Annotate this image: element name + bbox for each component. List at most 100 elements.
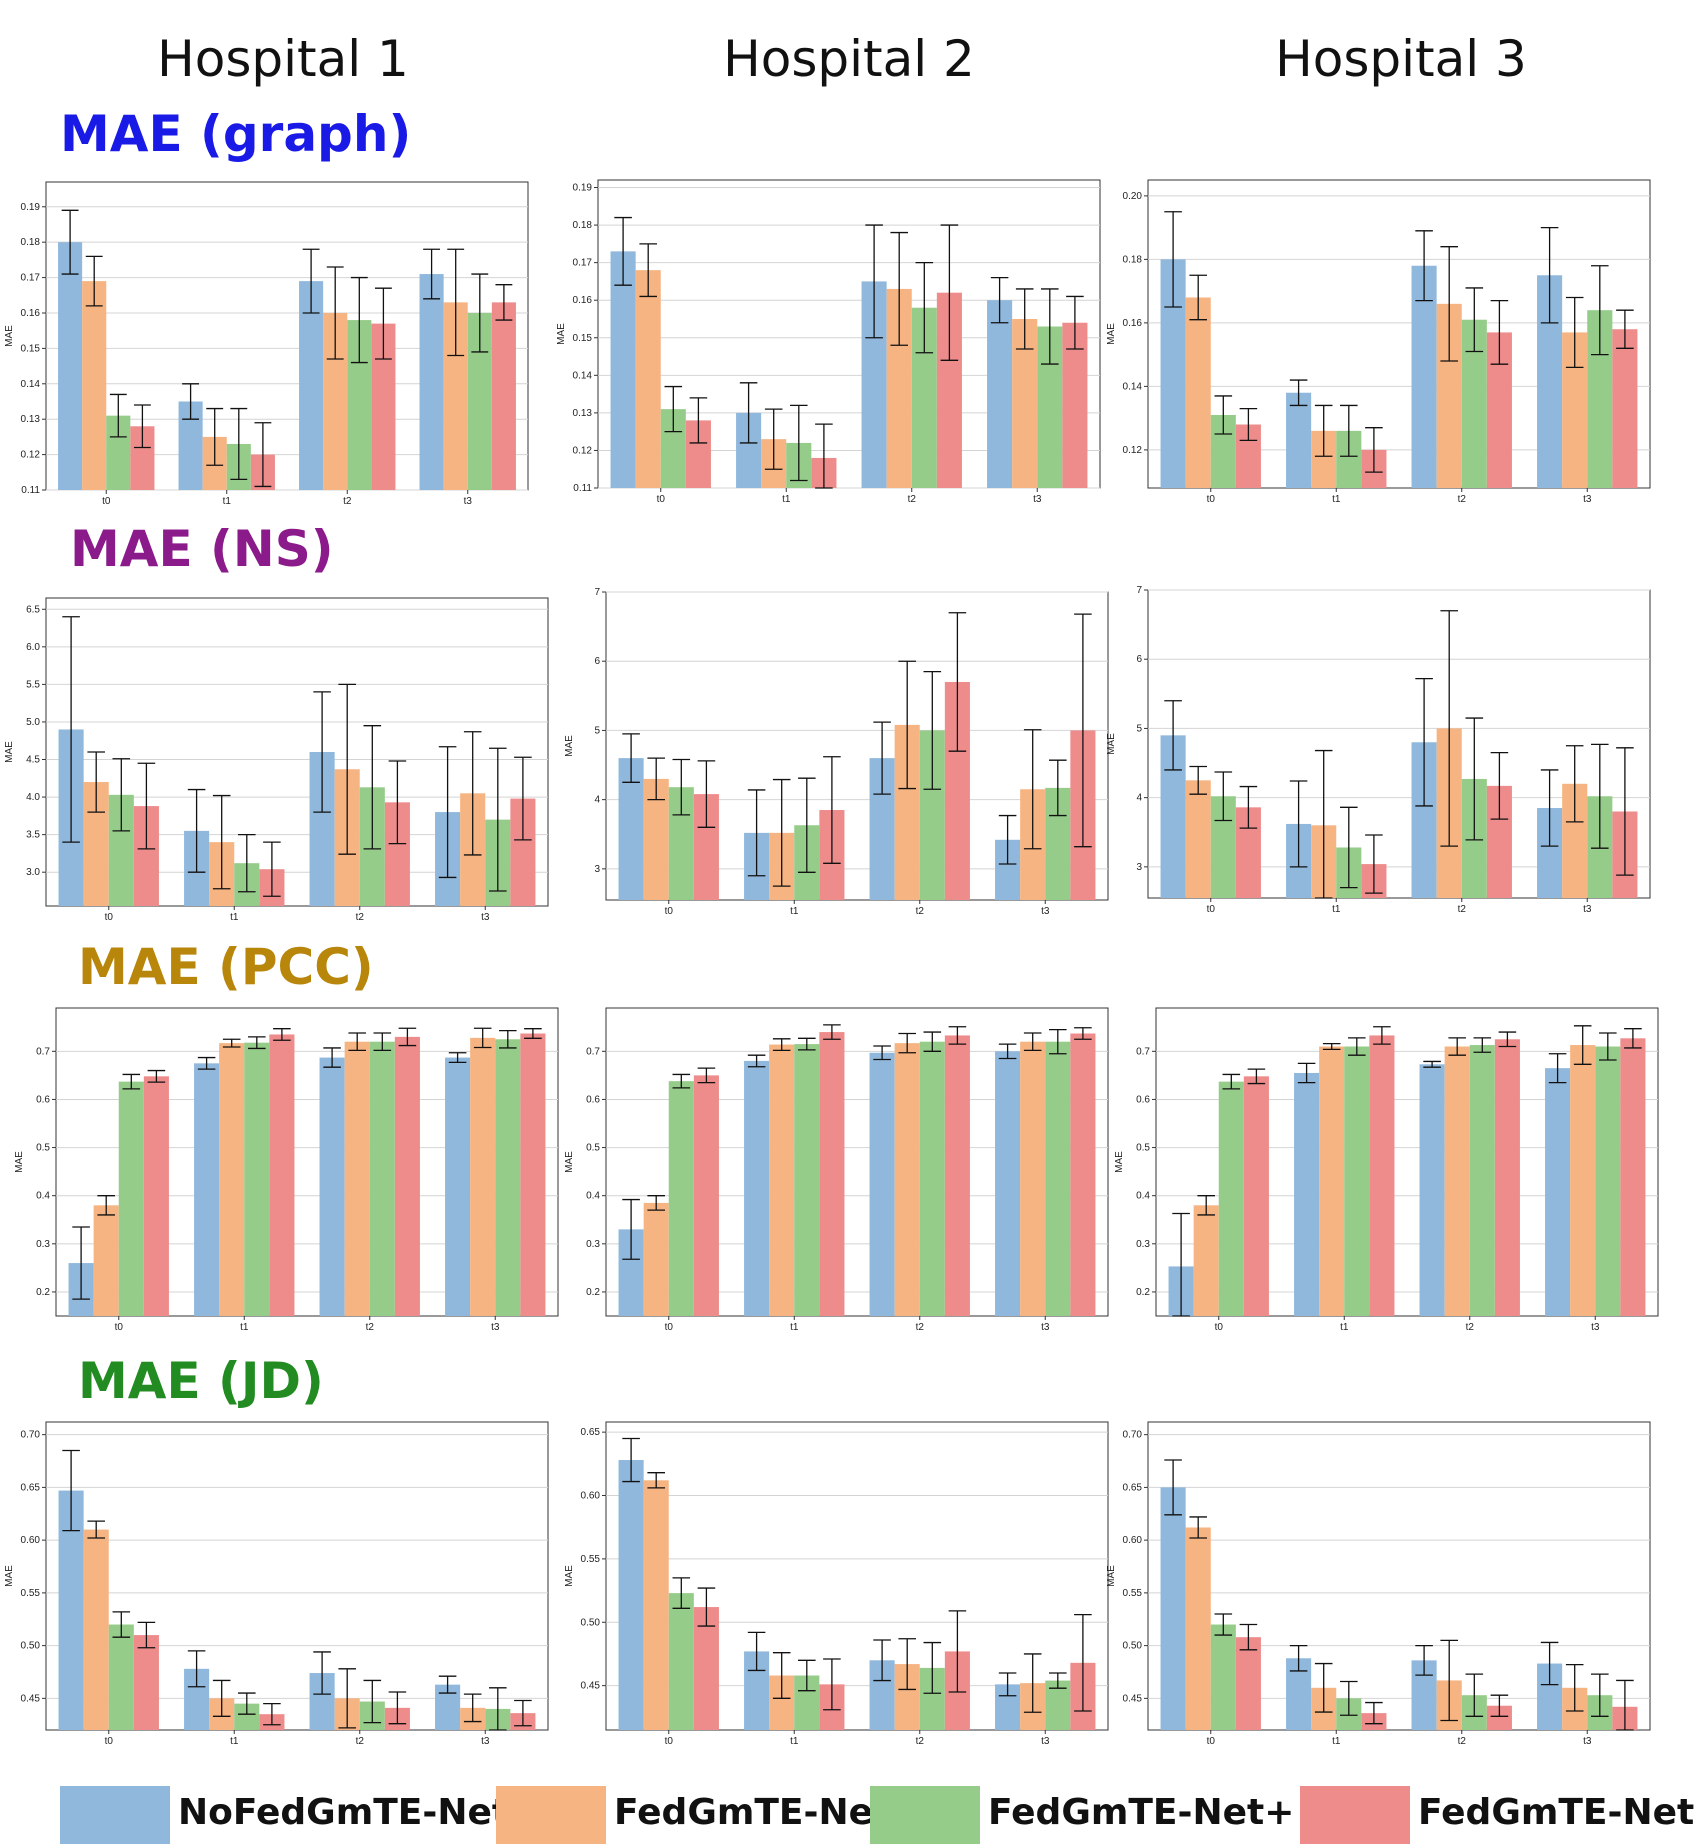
chart-graph-hospital-1: 0.11 0.12 0.13 0.14 0.15 0.16 0.17 0.18 0.19 MAE t… bbox=[4, 181, 529, 507]
bar bbox=[618, 1460, 644, 1730]
bar bbox=[1620, 1038, 1646, 1316]
y-tick-label: 0.19 bbox=[21, 202, 41, 213]
hospital-3-title: Hospital 3 bbox=[1275, 30, 1527, 88]
y-tick-label: 0.7 bbox=[586, 1046, 600, 1057]
y-tick-label: 0.55 bbox=[581, 1554, 601, 1565]
x-tick-label: t2 bbox=[916, 906, 925, 917]
y-tick-label: 0.2 bbox=[36, 1287, 50, 1298]
x-tick-label: t2 bbox=[343, 496, 352, 507]
y-tick-label: 0.16 bbox=[1123, 318, 1143, 329]
y-tick-label: 0.4 bbox=[1136, 1191, 1150, 1202]
bar bbox=[610, 251, 636, 488]
bar bbox=[344, 1041, 370, 1316]
legend-swatch-nofedgmte bbox=[60, 1786, 170, 1844]
bar bbox=[894, 1043, 920, 1316]
bar bbox=[369, 1041, 395, 1316]
bar bbox=[1612, 329, 1638, 488]
bar bbox=[1444, 1046, 1470, 1316]
hospital-1-title: Hospital 1 bbox=[157, 30, 409, 88]
x-tick-label: t1 bbox=[223, 496, 232, 507]
legend-swatch-fedgmte bbox=[496, 1786, 606, 1844]
x-tick-label: t1 bbox=[790, 1736, 799, 1747]
bar bbox=[394, 1036, 420, 1316]
legend-label-fedgmte-plus: FedGmTE-Net+ bbox=[988, 1792, 1295, 1833]
bar bbox=[794, 1044, 820, 1316]
bar bbox=[520, 1033, 546, 1316]
bar bbox=[58, 242, 83, 490]
x-tick-label: t0 bbox=[1215, 1322, 1224, 1333]
y-tick-label: 6 bbox=[1136, 654, 1142, 665]
x-tick-label: t1 bbox=[1332, 1736, 1341, 1747]
bar bbox=[1160, 1487, 1186, 1730]
bar bbox=[118, 1081, 144, 1316]
chart-jd-hospital-1: 0.45 0.50 0.55 0.60 0.65 0.70 MAE t0 t1 t2 t3 bbox=[4, 1421, 549, 1747]
y-tick-label: 0.6 bbox=[36, 1094, 50, 1105]
y-axis-label: MAE bbox=[4, 741, 15, 763]
bar bbox=[194, 1063, 220, 1316]
x-tick-label: t0 bbox=[1207, 494, 1216, 505]
y-tick-label: 0.5 bbox=[36, 1143, 50, 1154]
bar bbox=[668, 1593, 694, 1730]
chart-ns-hospital-2: 3 4 5 6 7 MAE t0 t1 t2 t3 bbox=[564, 587, 1109, 917]
bar bbox=[995, 1051, 1021, 1316]
x-tick-label: t2 bbox=[356, 912, 365, 923]
y-tick-label: 0.18 bbox=[1123, 254, 1143, 265]
bar bbox=[219, 1043, 245, 1316]
y-tick-label: 0.65 bbox=[1123, 1482, 1143, 1493]
bar bbox=[987, 300, 1013, 488]
y-axis-label: MAE bbox=[4, 325, 15, 347]
bar bbox=[643, 1480, 669, 1730]
y-tick-label: 0.70 bbox=[1123, 1430, 1143, 1441]
y-tick-label: 0.16 bbox=[573, 295, 593, 306]
chart-jd-hospital-2: 0.45 0.50 0.55 0.60 0.65 MAE t0 t1 t2 t3 bbox=[564, 1421, 1109, 1747]
y-tick-label: 0.3 bbox=[1136, 1239, 1150, 1250]
y-axis-label: MAE bbox=[564, 1151, 575, 1173]
y-tick-label: 0.45 bbox=[1123, 1693, 1143, 1704]
y-tick-label: 5 bbox=[1136, 723, 1142, 734]
y-tick-label: 0.45 bbox=[581, 1681, 601, 1692]
bar bbox=[108, 1624, 134, 1730]
x-tick-label: t3 bbox=[491, 1322, 500, 1333]
x-tick-label: t1 bbox=[1332, 494, 1341, 505]
bar bbox=[693, 1607, 719, 1730]
y-tick-label: 0.11 bbox=[21, 485, 40, 496]
x-tick-label: t0 bbox=[665, 906, 674, 917]
bar bbox=[299, 281, 324, 490]
x-tick-label: t2 bbox=[1458, 1736, 1467, 1747]
y-tick-label: 4.0 bbox=[26, 792, 40, 803]
y-tick-label: 0.5 bbox=[1136, 1143, 1150, 1154]
bar bbox=[1070, 1033, 1096, 1316]
bar bbox=[82, 281, 107, 490]
x-tick-label: t3 bbox=[481, 1736, 490, 1747]
x-tick-label: t2 bbox=[1466, 1322, 1475, 1333]
y-tick-label: 0.15 bbox=[573, 333, 593, 344]
y-tick-label: 5.5 bbox=[26, 679, 40, 690]
y-tick-label: 0.6 bbox=[1136, 1094, 1150, 1105]
bar bbox=[1469, 1045, 1495, 1316]
y-tick-label: 3 bbox=[1136, 862, 1142, 873]
y-tick-label: 0.11 bbox=[573, 483, 592, 494]
x-tick-label: t0 bbox=[1207, 1736, 1216, 1747]
bar bbox=[445, 1057, 471, 1316]
y-tick-label: 0.3 bbox=[36, 1239, 50, 1250]
bar bbox=[93, 1205, 119, 1316]
y-tick-label: 7 bbox=[594, 587, 600, 598]
x-tick-label: t3 bbox=[1583, 494, 1592, 505]
x-tick-label: t3 bbox=[1033, 494, 1042, 505]
bar bbox=[1294, 1072, 1320, 1316]
x-tick-label: t3 bbox=[481, 912, 490, 923]
x-tick-label: t3 bbox=[1041, 906, 1050, 917]
bar bbox=[83, 1529, 109, 1730]
y-tick-label: 5.0 bbox=[26, 717, 40, 728]
y-tick-label: 0.15 bbox=[21, 343, 41, 354]
y-tick-label: 0.14 bbox=[21, 379, 41, 390]
y-tick-label: 0.13 bbox=[21, 414, 41, 425]
row-label-graph: MAE (graph) bbox=[60, 105, 412, 163]
bar bbox=[693, 1075, 719, 1316]
bar bbox=[1185, 1527, 1211, 1730]
x-tick-label: t2 bbox=[1458, 494, 1467, 505]
y-tick-label: 0.55 bbox=[1123, 1588, 1143, 1599]
y-axis-label: MAE bbox=[14, 1151, 25, 1173]
y-tick-label: 0.12 bbox=[573, 445, 593, 456]
y-tick-label: 0.50 bbox=[21, 1641, 41, 1652]
